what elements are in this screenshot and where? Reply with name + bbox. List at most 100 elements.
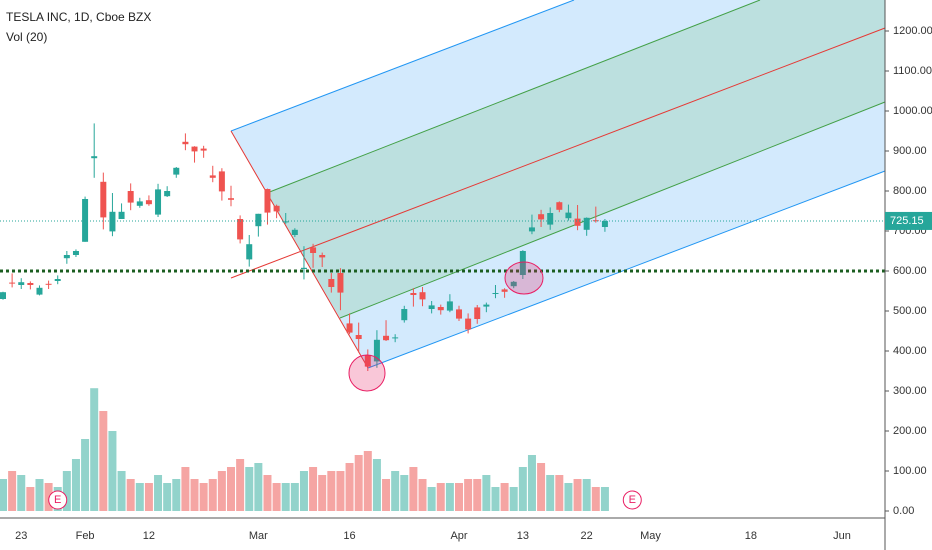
volume-bar [500, 483, 509, 511]
candle-body [100, 181, 107, 218]
candle-body [18, 282, 25, 285]
candle-body [0, 292, 6, 299]
x-tick-label: Mar [249, 530, 268, 542]
y-tick-label: 500.00 [893, 305, 927, 317]
volume-bar [126, 479, 135, 511]
candle-body [437, 307, 444, 311]
volume-bar [318, 475, 327, 511]
volume-bar [591, 487, 600, 511]
candle-body [383, 335, 390, 341]
y-tick-label: 1200.00 [893, 25, 932, 37]
price-axis-bg [885, 0, 932, 550]
volume-bar [71, 459, 80, 511]
volume-bar [345, 463, 354, 511]
volume-bar [144, 483, 153, 511]
candle-body [492, 293, 499, 294]
volume-bar [281, 483, 290, 511]
candle-body [428, 305, 435, 309]
volume-bar [436, 483, 445, 511]
x-tick-label: 18 [745, 530, 757, 542]
candle-body [528, 227, 535, 232]
candle-body [282, 221, 289, 223]
volume-bar [299, 471, 308, 511]
candle-body [510, 281, 517, 287]
volume-bar [564, 483, 573, 511]
candle-body [547, 213, 554, 225]
candle-body [164, 191, 171, 197]
candle-body [574, 218, 581, 226]
volume-bar [44, 483, 53, 511]
volume-bar [154, 475, 163, 511]
candle-body [9, 282, 16, 284]
candle-body [136, 201, 143, 206]
candle-body [592, 220, 599, 222]
pitchfork [230, 0, 886, 369]
volume-bar [26, 487, 35, 511]
volume-bar [62, 471, 71, 511]
volume-bar [491, 487, 500, 511]
candle-body [446, 301, 453, 311]
volume-bar [527, 455, 536, 511]
x-tick-label: 12 [143, 530, 155, 542]
chart-subtitle: Vol (20) [6, 30, 47, 44]
candle-body [127, 191, 134, 203]
volume-bar [555, 475, 564, 511]
candle-body [109, 211, 116, 232]
volume-bar [427, 487, 436, 511]
candle-body [291, 229, 298, 235]
candle-body [36, 287, 43, 295]
volume-bar [537, 463, 546, 511]
candle-body [364, 355, 371, 367]
volume-bar [108, 431, 117, 511]
x-tick-label: 13 [517, 530, 529, 542]
y-tick-label: 900.00 [893, 145, 927, 157]
pitchfork-outer-zone [231, 0, 885, 368]
volume-bar [8, 471, 17, 511]
last-price-box [885, 211, 932, 230]
volume-bar [263, 475, 272, 511]
earnings-marker [622, 490, 642, 510]
y-tick-label: 200.00 [893, 425, 927, 437]
volume-bar [135, 483, 144, 511]
y-tick-label: 400.00 [893, 345, 927, 357]
volume-bar [354, 455, 363, 511]
volume-bar [582, 479, 591, 511]
volume-bar [418, 479, 427, 511]
volume-bar [336, 471, 345, 511]
volume-bar [217, 471, 226, 511]
volume-bar [208, 479, 217, 511]
candle-body [118, 211, 125, 219]
x-tick-label: 22 [581, 530, 593, 542]
candle-body [419, 292, 426, 300]
volume-bar [254, 463, 263, 511]
earnings-label: E [54, 494, 61, 506]
x-tick-label: May [640, 530, 661, 542]
y-tick-label: 600.00 [893, 265, 927, 277]
candle-body [300, 267, 307, 269]
volume-bar [409, 467, 418, 511]
earnings-label: E [629, 494, 636, 506]
candle-body [601, 220, 608, 227]
volume-bar [546, 475, 555, 511]
candle-body [465, 318, 472, 330]
volume-bar [363, 451, 372, 511]
candle-body [45, 283, 52, 285]
volume-bar [309, 467, 318, 511]
volume-bar [117, 471, 126, 511]
volume-bar [163, 483, 172, 511]
highlight-circle [348, 354, 386, 392]
candle-body [392, 337, 399, 339]
pitchfork-inner-upper [266, 0, 761, 194]
volume-bar [445, 483, 454, 511]
candle-body [474, 307, 481, 319]
last-price-label: 725.15 [890, 215, 924, 227]
candle-body [82, 199, 89, 242]
volume-bar [81, 439, 90, 511]
volume-bar [382, 479, 391, 511]
candle-body [273, 205, 280, 212]
candle-body [346, 323, 353, 333]
candle-body [483, 304, 490, 307]
y-tick-label: 0.00 [893, 505, 914, 517]
pitchfork-inner-lower [339, 101, 886, 319]
